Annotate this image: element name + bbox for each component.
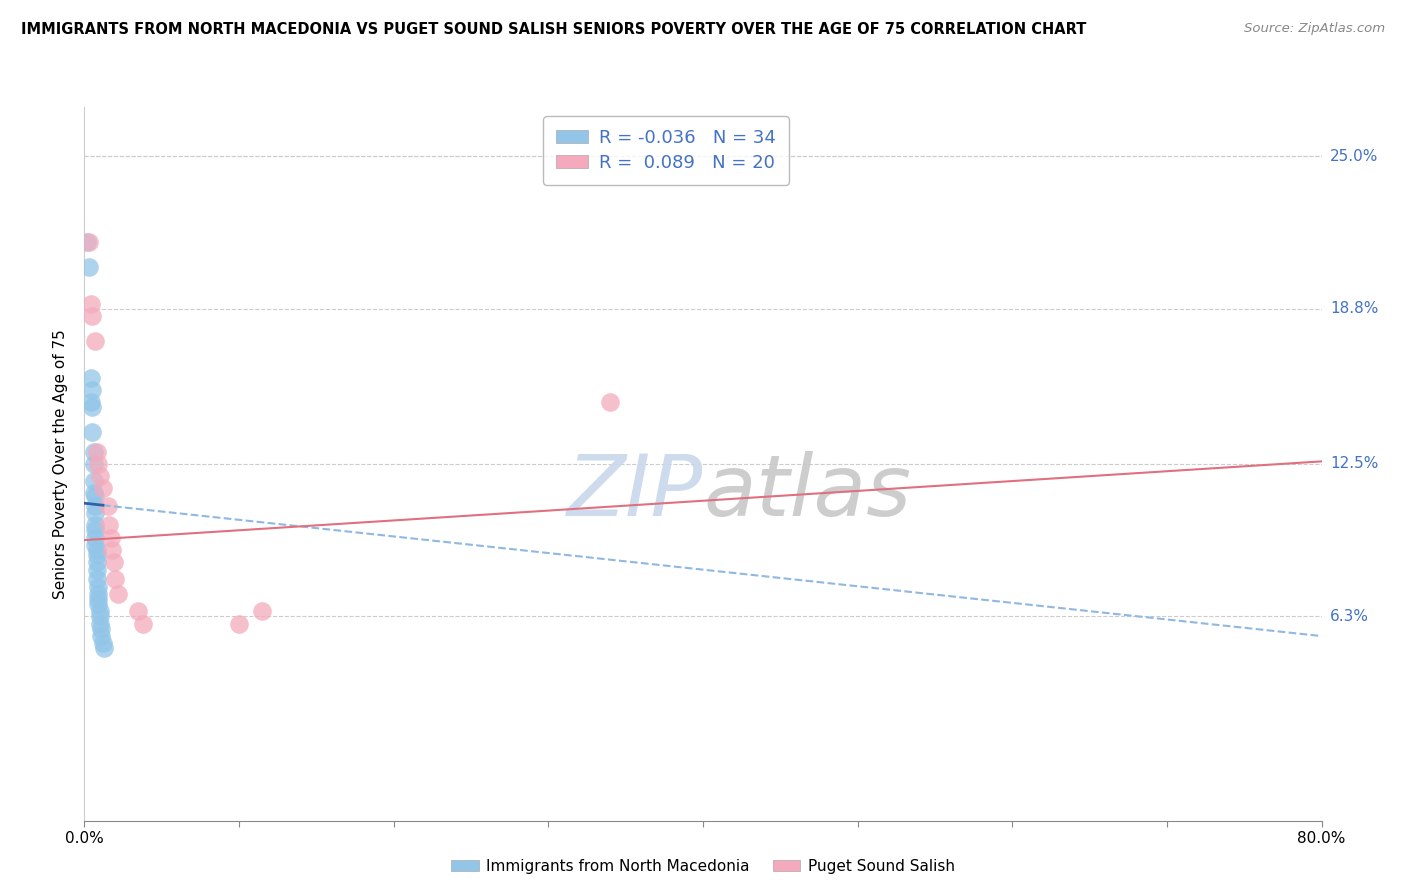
Text: ZIP: ZIP [567,450,703,534]
Point [77,235,100,250]
Legend: Immigrants from North Macedonia, Puget Sound Salish: Immigrants from North Macedonia, Puget S… [446,853,960,880]
Point [250,605,273,619]
Y-axis label: Seniors Poverty Over the Age of 75: Seniors Poverty Over the Age of 75 [53,329,69,599]
Point [107,587,129,601]
Point [599,395,621,409]
Text: 25.0%: 25.0% [1330,149,1378,164]
Point [86,444,108,458]
Point [84,518,107,533]
Point [83,457,105,471]
Point [79,395,101,409]
Point [82,425,104,439]
Point [79,297,101,311]
Point [127,605,149,619]
Point [89,616,111,631]
Point [132,616,155,631]
Point [87,592,110,607]
Point [83,486,105,500]
Point [84,531,107,545]
Point [83,474,105,488]
Point [87,457,110,471]
Point [89,469,111,483]
Point [93,641,115,656]
Point [82,383,104,397]
Point [79,370,101,384]
Point [84,506,107,520]
Point [96,499,118,513]
Point [87,580,110,594]
Point [82,309,104,323]
Point [89,609,111,624]
Point [86,555,108,569]
Legend: R = -0.036   N = 34, R =  0.089   N = 20: R = -0.036 N = 34, R = 0.089 N = 20 [543,116,789,185]
Point [98,518,121,533]
Point [104,573,127,587]
Point [84,538,107,552]
Text: atlas: atlas [703,450,911,534]
Point [84,523,107,537]
Point [84,489,107,503]
Point [90,629,112,643]
Point [77,260,100,274]
Point [228,616,250,631]
Text: Source: ZipAtlas.com: Source: ZipAtlas.com [1244,22,1385,36]
Point [82,401,104,415]
Point [89,605,111,619]
Point [86,543,108,558]
Point [87,587,110,601]
Point [87,597,110,611]
Point [84,499,107,513]
Point [103,555,125,569]
Point [100,531,122,545]
Text: 12.5%: 12.5% [1330,457,1378,471]
Point [90,622,112,636]
Point [84,334,107,348]
Point [86,563,108,577]
Point [83,444,105,458]
Point [76,235,98,250]
Text: 6.3%: 6.3% [1330,609,1369,624]
Point [101,543,124,558]
Point [86,573,108,587]
Text: 18.8%: 18.8% [1330,301,1378,317]
Point [91,482,114,496]
Point [86,548,108,562]
Text: IMMIGRANTS FROM NORTH MACEDONIA VS PUGET SOUND SALISH SENIORS POVERTY OVER THE A: IMMIGRANTS FROM NORTH MACEDONIA VS PUGET… [21,22,1087,37]
Point [91,636,114,650]
